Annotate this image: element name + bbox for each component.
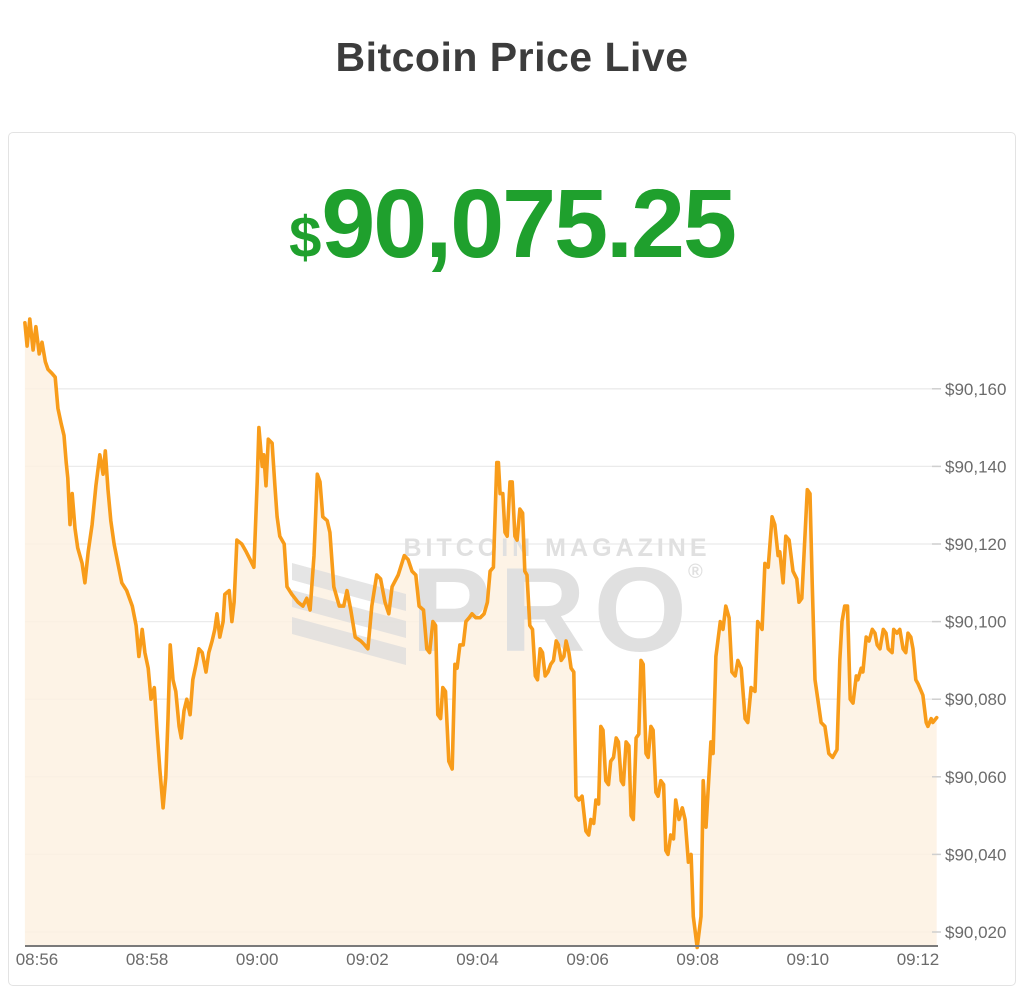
y-axis-label: $90,160 <box>945 380 1006 399</box>
x-axis-label: 09:02 <box>346 950 389 969</box>
y-axis-label: $90,120 <box>945 535 1006 554</box>
live-price: $90,075.25 <box>0 168 1024 280</box>
price-value: 90,075.25 <box>321 169 737 278</box>
x-axis-label: 09:06 <box>566 950 609 969</box>
x-axis-label: 09:10 <box>787 950 830 969</box>
y-axis-label: $90,100 <box>945 613 1006 632</box>
watermark-brand-text: BITCOIN MAGAZINE <box>403 534 710 562</box>
price-currency-symbol: $ <box>289 205 322 270</box>
watermark-bars-icon <box>292 617 406 665</box>
x-axis-label: 09:00 <box>236 950 279 969</box>
watermark-registered-mark: ® <box>688 561 703 583</box>
y-axis-label: $90,060 <box>945 768 1006 787</box>
x-axis-label: 09:08 <box>676 950 719 969</box>
y-axis-label: $90,020 <box>945 923 1006 942</box>
x-axis-label: 09:04 <box>456 950 499 969</box>
price-line <box>23 317 939 950</box>
x-axis-label: 08:58 <box>126 950 169 969</box>
y-axis-label: $90,080 <box>945 690 1006 709</box>
page-title: Bitcoin Price Live <box>335 34 689 80</box>
y-axis-label: $90,140 <box>945 457 1006 476</box>
watermark-bars-icon <box>292 590 406 638</box>
y-axis-label: $90,040 <box>945 845 1006 864</box>
watermark-bars-icon <box>292 563 406 611</box>
x-axis-label: 08:56 <box>16 950 59 969</box>
x-axis-label: 09:12 <box>897 950 940 969</box>
